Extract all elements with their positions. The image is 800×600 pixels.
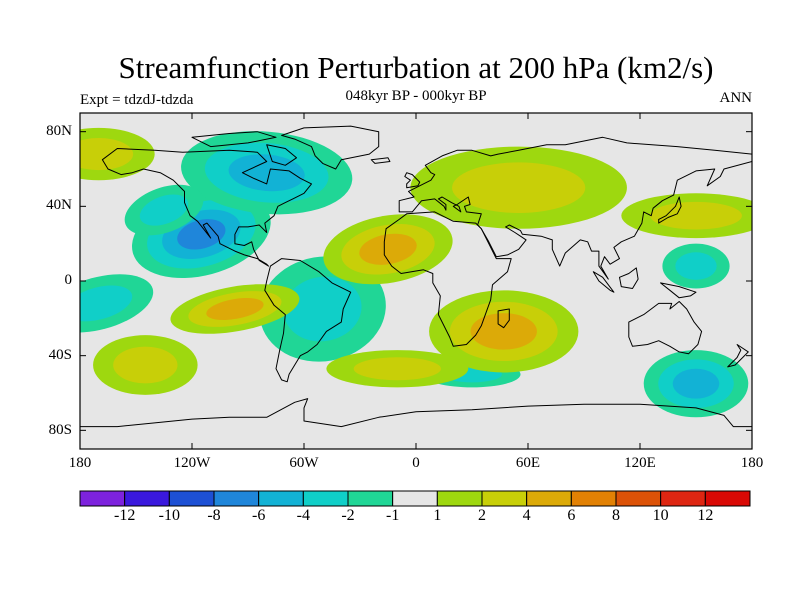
anomaly-center: [410, 146, 627, 229]
colorbar-swatch: [302, 490, 349, 507]
y-tick-label: 40N: [46, 197, 72, 213]
x-tick-label: 120W: [173, 455, 211, 471]
colorbar-swatch: [704, 490, 751, 507]
contour-fill: [177, 219, 226, 250]
anomaly-center: [429, 290, 579, 373]
coastline-south-america: [264, 258, 352, 383]
colorbar-swatch: [168, 490, 215, 507]
coastline-africa: [383, 211, 512, 347]
colorbar-label: 2: [478, 507, 486, 524]
season-label: ANN: [719, 90, 753, 106]
contour-fill: [80, 137, 134, 171]
colorbar-swatch: [615, 490, 662, 507]
colorbar-label: 1: [433, 507, 442, 524]
coastline-uk: [404, 172, 421, 189]
anomaly-center: [80, 274, 154, 333]
colorbar-label: 4: [522, 507, 531, 524]
x-tick-label: 180: [68, 455, 92, 471]
coastline-baffin: [266, 144, 297, 166]
colorbar-label: -10: [158, 507, 180, 524]
colorbar-label: 6: [567, 507, 576, 524]
y-tick-label: 0: [64, 272, 73, 288]
coastline-eurasia: [398, 136, 752, 280]
colorbar-swatch: [481, 490, 528, 507]
anomaly-contours: [80, 127, 752, 418]
coastline-arctic-islands: [191, 131, 277, 148]
axis-ticks: [79, 113, 753, 449]
colorbar-swatch: [526, 490, 572, 507]
contour-fill: [113, 346, 178, 384]
y-tick-label: 80S: [48, 422, 72, 438]
anomaly-center: [662, 243, 730, 289]
anomaly-center: [326, 350, 469, 388]
contour-fill: [470, 313, 537, 350]
anomaly-center: [323, 214, 453, 285]
colorbar-label: -12: [113, 507, 136, 524]
coastline-borneo: [619, 267, 639, 289]
contour-fill: [675, 252, 717, 280]
colorbar-label: 10: [652, 507, 669, 524]
contour-fill: [228, 154, 305, 192]
coastline-greenland: [281, 125, 380, 170]
coastline-japan: [658, 196, 682, 224]
contour-fill: [139, 194, 189, 226]
chart-subtitle: 048kyr BP - 000kyr BP: [345, 88, 487, 104]
contour-fill: [452, 162, 586, 213]
contour-fill: [353, 357, 441, 381]
colorbar-swatch: [660, 490, 706, 507]
anomaly-center: [259, 256, 386, 362]
coastline-north-america: [101, 148, 312, 267]
colorbar-label: -4: [296, 507, 310, 524]
coastline-iceland: [370, 157, 391, 164]
colorbar-label: -6: [251, 507, 266, 524]
contour-fill: [283, 276, 362, 342]
x-tick-label: 60E: [515, 455, 541, 471]
colorbar-swatch: [347, 490, 394, 507]
coastline-new-zealand: [727, 344, 749, 368]
anomaly-center: [93, 335, 198, 395]
x-tick-label: 180: [740, 455, 764, 471]
colorbar-swatch: [258, 490, 304, 507]
x-tick-label: 60W: [289, 455, 319, 471]
anomaly-center: [643, 350, 749, 418]
contour-fill: [206, 297, 264, 321]
anomaly-center: [80, 127, 155, 181]
y-tick-label: 40S: [48, 347, 72, 363]
x-tick-label: 120E: [624, 455, 656, 471]
anomaly-center: [170, 284, 300, 334]
colorbar-label: 12: [697, 507, 714, 524]
coastline-sumatra: [592, 271, 615, 293]
colorbar-swatch: [124, 490, 170, 507]
anomaly-center: [621, 193, 752, 239]
colorbar-swatch: [79, 490, 126, 507]
x-tick-label: 0: [412, 455, 420, 471]
coastline-new-guinea: [660, 282, 697, 299]
colorbar-label: 8: [612, 507, 620, 524]
colorbar-swatch: [392, 490, 438, 507]
colorbar-label: -8: [207, 507, 221, 524]
contour-fill: [672, 368, 720, 399]
coastlines: [80, 125, 752, 428]
experiment-label: Expt = tdzdJ-tdzda: [80, 92, 194, 108]
colorbar-swatch: [213, 490, 260, 507]
colorbar-label: -1: [385, 507, 400, 524]
contour-fill: [650, 201, 742, 230]
anomaly-center: [124, 184, 204, 236]
colorbar-swatch: [570, 490, 617, 507]
y-tick-label: 80N: [46, 123, 72, 139]
anomaly-center: [181, 131, 353, 215]
coastline-madagascar: [497, 308, 510, 329]
colorbar-label: -2: [341, 507, 355, 524]
colorbar: [79, 490, 751, 507]
coastline-australia: [628, 301, 703, 355]
contour-fill: [80, 285, 133, 322]
colorbar-swatch: [436, 490, 483, 507]
coastline-antarctica: [80, 398, 752, 428]
chart-title: Streamfunction Perturbation at 200 hPa (…: [118, 50, 714, 85]
contour-fill: [359, 233, 417, 265]
